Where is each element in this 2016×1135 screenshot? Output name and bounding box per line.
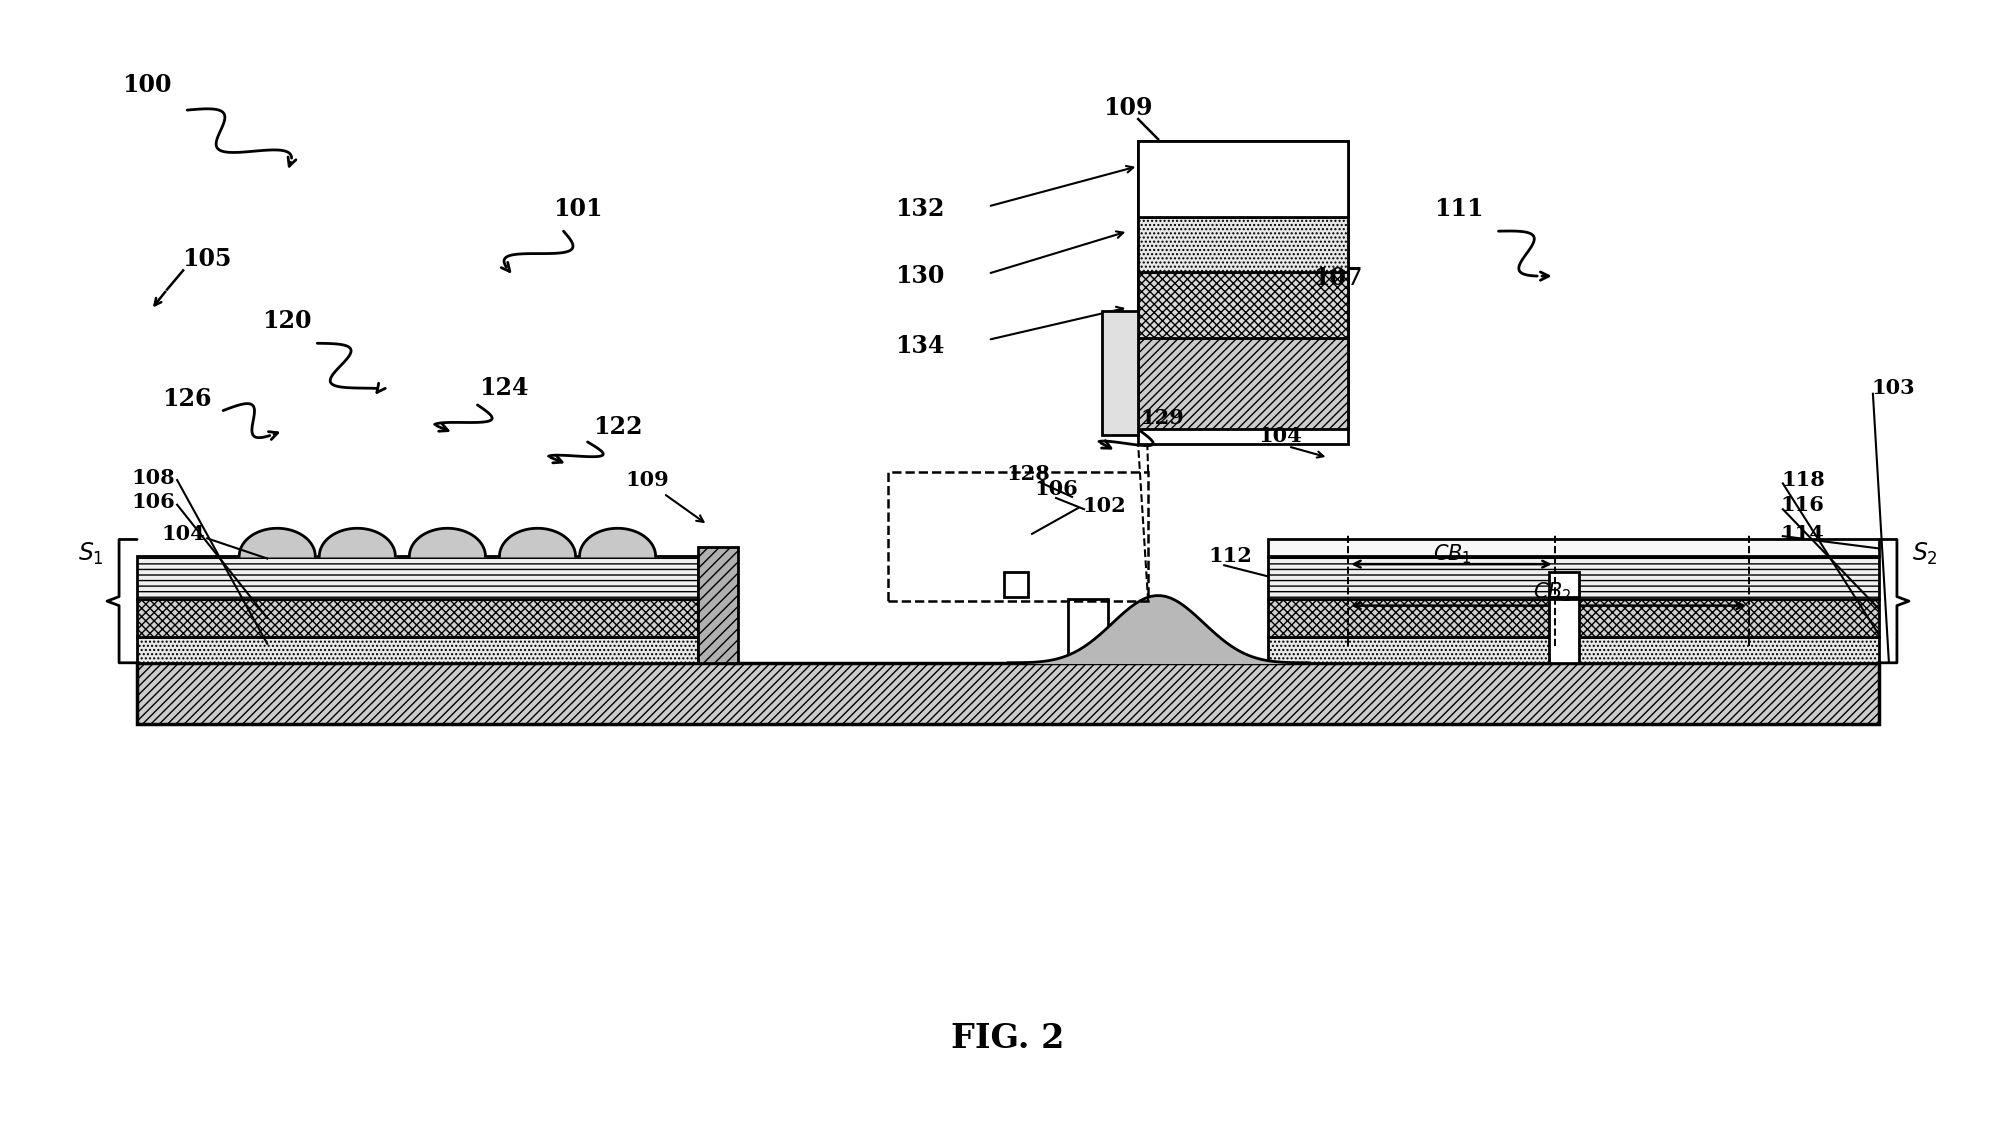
Bar [1068, 599, 1109, 663]
Text: 122: 122 [593, 415, 643, 439]
Text: $CB_2$: $CB_2$ [1534, 580, 1572, 604]
Text: 134: 134 [895, 334, 946, 358]
Bar [1268, 539, 1879, 556]
Text: 104: 104 [1258, 427, 1302, 446]
Text: 116: 116 [1780, 495, 1824, 514]
Text: $S_1$: $S_1$ [79, 541, 105, 568]
Bar [137, 556, 698, 599]
Bar [137, 663, 1879, 724]
Text: $S_2$: $S_2$ [1911, 541, 1937, 568]
Text: 118: 118 [1780, 470, 1824, 490]
Text: 108: 108 [131, 468, 175, 488]
Text: 129: 129 [1141, 409, 1183, 428]
Bar [137, 599, 698, 637]
Text: 107: 107 [1314, 267, 1363, 291]
Bar [1139, 271, 1349, 338]
Bar [1004, 572, 1028, 597]
Text: 106: 106 [131, 493, 175, 513]
Text: 114: 114 [1780, 524, 1824, 544]
Bar [1268, 556, 1879, 599]
Bar [738, 522, 1008, 599]
Text: 130: 130 [895, 264, 946, 288]
Text: 103: 103 [1871, 378, 1915, 398]
Bar [1139, 338, 1349, 429]
Text: 126: 126 [163, 387, 212, 411]
Text: 120: 120 [262, 309, 312, 333]
Text: 128: 128 [1006, 464, 1050, 485]
Text: 101: 101 [552, 196, 603, 220]
Bar [1139, 142, 1349, 444]
Text: 112: 112 [1208, 546, 1252, 566]
Bar [1103, 311, 1139, 435]
Text: 100: 100 [123, 74, 171, 98]
Bar [1548, 572, 1579, 597]
Text: 105: 105 [183, 247, 232, 271]
Text: $CB_1$: $CB_1$ [1433, 543, 1472, 566]
Bar [1139, 217, 1349, 271]
Text: 109: 109 [625, 470, 669, 490]
Bar [698, 547, 738, 663]
Text: 104: 104 [161, 524, 206, 544]
Text: 124: 124 [478, 376, 528, 401]
Text: 111: 111 [1433, 196, 1484, 220]
Bar [887, 472, 1149, 602]
Text: 106: 106 [1034, 479, 1079, 499]
Bar [1139, 142, 1349, 217]
Text: FIG. 2: FIG. 2 [952, 1022, 1064, 1054]
Bar [1268, 599, 1879, 637]
Text: 109: 109 [1103, 95, 1153, 120]
Bar [1548, 599, 1579, 663]
Text: 132: 132 [895, 196, 946, 220]
Bar [1268, 637, 1879, 663]
Bar [137, 637, 698, 663]
Text: 102: 102 [1083, 496, 1127, 515]
